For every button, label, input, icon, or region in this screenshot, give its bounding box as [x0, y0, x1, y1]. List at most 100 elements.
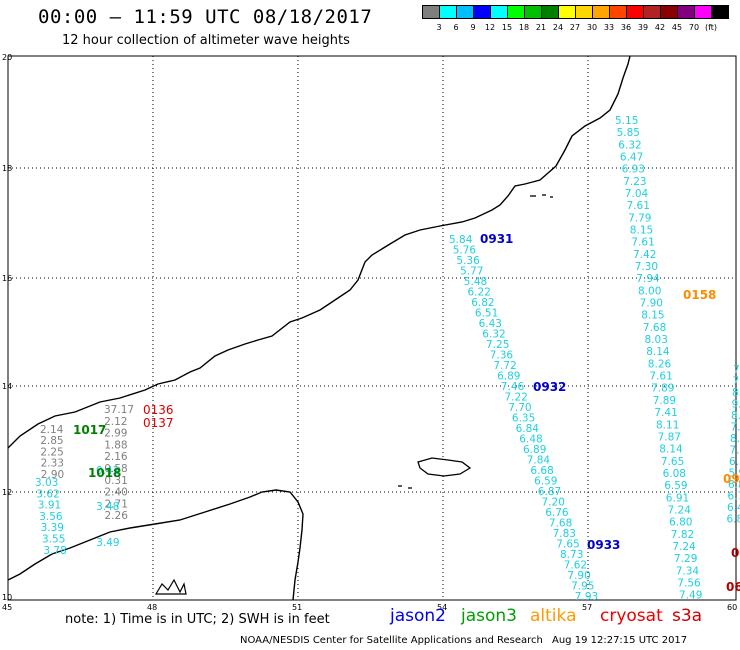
- pass-label: 0933: [587, 538, 620, 552]
- small-islands: [398, 194, 553, 489]
- legend-label: 33: [603, 23, 615, 32]
- wave-height-value: 6.32: [618, 139, 641, 151]
- wave-height-value: 7.24: [668, 504, 692, 516]
- wave-height-value: 8.: [732, 387, 740, 399]
- wave-height-value: 8.14: [646, 346, 670, 358]
- coast-detail: [154, 578, 187, 595]
- wave-height-value: 7.42: [633, 249, 656, 261]
- wave-height-value: 7.23: [623, 176, 646, 188]
- wave-height-value: 6.51: [475, 308, 498, 320]
- wave-height-value: 6.32: [482, 329, 505, 341]
- wave-height-value: 7.72: [493, 360, 516, 372]
- coastline-arabia: [7, 55, 631, 449]
- wave-height-value: 6.71: [728, 491, 740, 503]
- coastline-somalia: [7, 489, 304, 601]
- wave-height-value: 5.36: [456, 255, 480, 267]
- legend-label: 18: [518, 23, 530, 32]
- wave-height-value: 7.65: [661, 456, 684, 468]
- wave-height-value: 2.16: [104, 451, 128, 463]
- wave-height-value: 7.28: [730, 445, 740, 457]
- wave-height-value: 6.43: [727, 502, 740, 514]
- wave-height-value: 7.82: [671, 529, 694, 541]
- wave-height-value: 2.71: [105, 498, 128, 510]
- wave-height-value: 7.30: [635, 261, 658, 273]
- wave-height-value: 5.77: [460, 266, 483, 278]
- lon-label-60: 60: [727, 603, 737, 612]
- credit-text: NOAA/NESDIS Center for Satellite Applica…: [240, 635, 543, 646]
- pass-label: 06: [726, 580, 740, 594]
- wave-height-value: 7.62: [564, 560, 587, 572]
- legend-swatch: [711, 5, 729, 19]
- wave-height-value: 6.43: [479, 318, 502, 330]
- wave-height-value: 2.25: [40, 446, 63, 458]
- wave-height-value: 3.49: [96, 537, 119, 549]
- wave-height-value: 6.93: [622, 164, 645, 176]
- wave-height-value: 7.04: [625, 188, 649, 200]
- wave-height-value: 7.87: [658, 431, 681, 443]
- wave-height-value: 7.61: [631, 237, 654, 249]
- note-text: note: 1) Time is in UTC; 2) SWH is in fe…: [65, 612, 330, 627]
- satellite-s3a: s3a: [672, 606, 703, 626]
- wave-height-value: 6.91: [666, 492, 689, 504]
- wave-height-value: 6.80: [669, 517, 692, 529]
- wave-height-value: 7.41: [654, 407, 677, 419]
- timestamp-text: Aug 19 12:27:15 UTC 2017: [552, 635, 688, 646]
- wave-height-value: 7.24: [672, 541, 696, 553]
- legend-label: 6: [453, 23, 459, 32]
- wave-height-value: 6.48: [519, 434, 542, 446]
- lat-label-12: 12: [2, 488, 12, 497]
- wave-height-value: 7.79: [731, 422, 740, 434]
- lon-label-48: 48: [147, 603, 157, 612]
- wave-height-value: 3.55: [42, 534, 65, 546]
- wave-height-value: 0.31: [104, 475, 127, 487]
- lat-label-20: 20: [2, 53, 12, 62]
- legend-label: 70: [688, 23, 700, 32]
- wave-height-value: 9.2: [732, 399, 740, 411]
- legend-label: 39: [637, 23, 649, 32]
- pass-label: 09: [723, 472, 740, 486]
- wave-height-value: 3.78: [43, 545, 66, 557]
- wave-height-value: 7.68: [549, 518, 572, 530]
- color-legend: 3 6 9 12 15 18 21 24 27 30 33 36 39 42 45 70 (ft): [422, 5, 730, 35]
- pass-label: 0137: [143, 416, 174, 430]
- wave-height-value: 2.14: [40, 424, 64, 436]
- wave-height-value: 6.47: [620, 152, 643, 164]
- wave-height-value: 7.65: [556, 539, 579, 551]
- satellite-cryosat: cryosat: [600, 606, 663, 626]
- satellite-jason3: jason3: [461, 606, 517, 626]
- wave-height-value: 8.15: [641, 310, 664, 322]
- page-subtitle: 12 hour collection of altimeter wave hei…: [62, 33, 350, 48]
- lat-label-14: 14: [2, 382, 12, 391]
- pass-label: 0932: [533, 380, 566, 394]
- wave-height-value: 7.68: [643, 322, 666, 334]
- wave-height-value: 7.20: [542, 497, 565, 509]
- wave-height-value: 5.91: [729, 468, 740, 480]
- wave-height-value: 7.61: [627, 200, 650, 212]
- wave-height-value: 3.03: [35, 477, 58, 489]
- wave-height-value: 6.35: [512, 413, 535, 425]
- wave-height-value: 8.73: [560, 549, 583, 561]
- graticule: [8, 56, 736, 600]
- wave-height-value: 6.08: [663, 468, 686, 480]
- legend-label: 27: [569, 23, 581, 32]
- wave-height-value: 8.11: [656, 419, 679, 431]
- pass-label: 1017: [73, 423, 106, 437]
- wave-height-value: 3.56: [39, 511, 63, 523]
- wave-height-value: 3.48: [96, 501, 119, 513]
- wave-height-value: 3.39: [41, 522, 64, 534]
- wave-height-value: 5.85: [617, 127, 640, 139]
- wave-height-value: 6.89: [497, 371, 520, 383]
- wave-height-value: 8.14: [659, 444, 683, 456]
- wave-height-value: 7.: [733, 376, 740, 388]
- wave-height-value: 8.47: [730, 433, 740, 445]
- wave-height-value: 6.59: [534, 476, 557, 488]
- wave-height-value: 3.91: [38, 500, 61, 512]
- wave-height-value: 6.68: [530, 465, 553, 477]
- wave-height-value: 7.25: [486, 339, 509, 351]
- wave-height-value: 0.42: [96, 465, 119, 477]
- wave-height-value: 2.40: [104, 487, 127, 499]
- wave-height-value: 6.22: [468, 287, 491, 299]
- wave-height-value: 7.49: [679, 590, 702, 602]
- wave-height-value: 7.61: [649, 371, 672, 383]
